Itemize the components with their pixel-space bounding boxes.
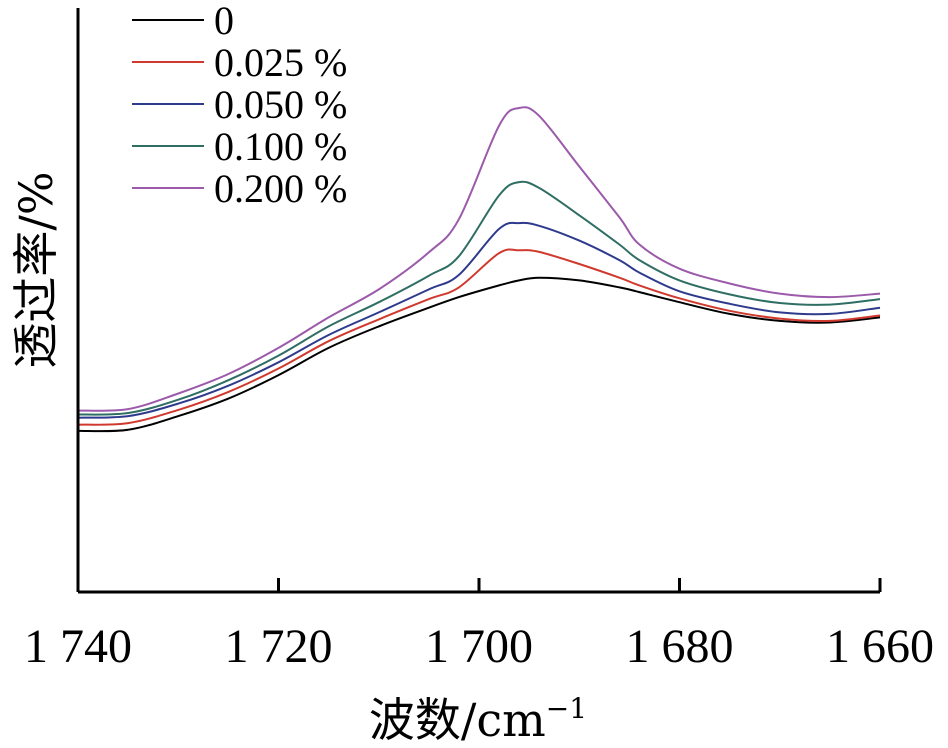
x-tick-label: 1 680 <box>626 620 734 673</box>
x-tick-label: 1 700 <box>425 620 533 673</box>
legend-label-1: 0.025 % <box>214 40 347 85</box>
legend-label-4: 0.200 % <box>214 166 347 211</box>
x-tick-label: 1 660 <box>826 620 934 673</box>
legend-label-0: 0 <box>214 0 234 43</box>
y-axis-title: 透过率/% <box>9 171 63 368</box>
series-line-1 <box>77 248 881 426</box>
x-tick-label: 1 720 <box>225 620 333 673</box>
series-line-2 <box>77 221 881 419</box>
legend-label-3: 0.100 % <box>214 124 347 169</box>
legend: 00.025 %0.050 %0.100 %0.200 % <box>132 0 347 211</box>
series-lines <box>77 106 881 433</box>
x-ticks: 1 740 1 720 1 700 1 680 1 660 <box>24 578 934 673</box>
series-line-3 <box>77 180 881 416</box>
x-axis-title-superscript: −1 <box>546 692 587 725</box>
x-axis-title: 波数/cm−1 <box>369 692 587 747</box>
series-line-0 <box>77 276 881 433</box>
legend-label-2: 0.050 % <box>214 82 347 127</box>
x-tick-label: 1 740 <box>24 620 132 673</box>
series-line-4 <box>77 106 881 412</box>
x-axis-title-main: 波数/cm <box>369 693 546 747</box>
